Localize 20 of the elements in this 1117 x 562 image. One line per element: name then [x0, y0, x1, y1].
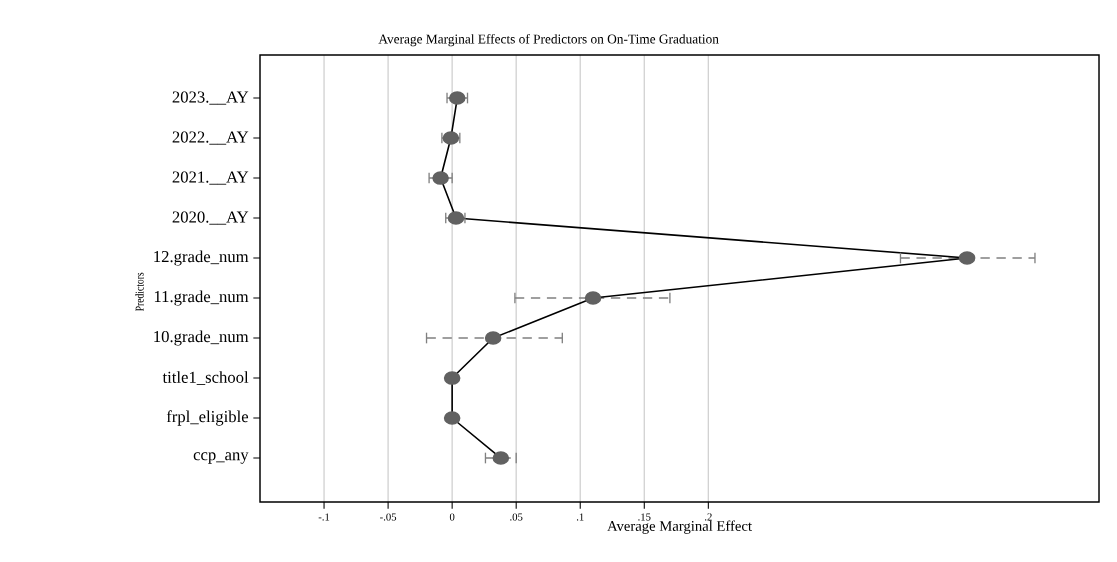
- x-tick-label: .1: [576, 513, 584, 521]
- y-tick-label: frpl_eligible: [166, 410, 249, 426]
- x-tick-label: -.1: [318, 513, 330, 521]
- y-tick-label: 2020.__AY: [172, 211, 249, 225]
- y-tick-label: 2021.__AY: [172, 171, 249, 185]
- y-tick-label: title1_school: [162, 371, 249, 385]
- x-axis-title: Average Marginal Effect: [607, 520, 752, 534]
- x-tick-label: -.05: [380, 513, 397, 521]
- y-tick-label: 11.grade_num: [154, 290, 249, 306]
- x-tick-label: .05: [510, 513, 523, 521]
- x-tick-label: .15: [638, 513, 651, 521]
- y-tick-label: 2022.__AY: [172, 131, 249, 145]
- y-axis-title: Predictors: [135, 272, 144, 312]
- y-tick-label: 10.grade_num: [154, 330, 249, 346]
- y-tick-label: ccp_any: [193, 452, 249, 464]
- chart-title: Average Marginal Effects of Predictors on On-Time Graduation: [378, 34, 719, 47]
- x-tick-label: .2: [705, 513, 712, 521]
- y-tick-label: 2023.__AY: [172, 91, 249, 105]
- y-tick-label: 12.grade_num: [154, 250, 249, 266]
- x-tick-label: 0: [449, 513, 455, 521]
